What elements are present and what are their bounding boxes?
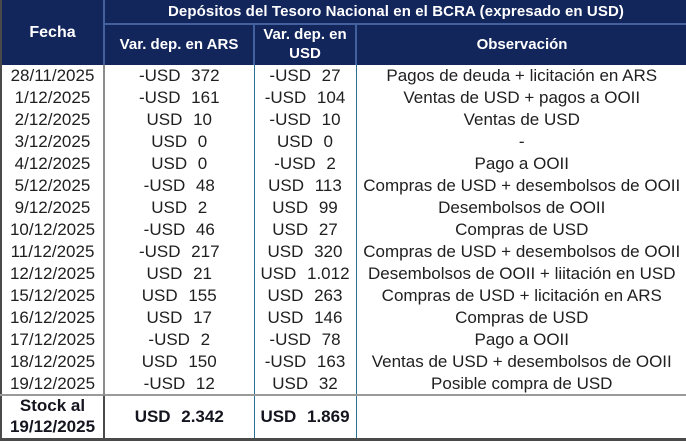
cell-fecha: 10/12/2025 — [1, 219, 105, 241]
cell-ars: USD 17 — [146, 308, 212, 327]
cell-fecha: 3/12/2025 — [1, 131, 105, 153]
cell-ars: USD 155 — [141, 286, 217, 305]
title-row: Fecha Depósitos del Tesoro Nacional en e… — [1, 0, 686, 65]
cell-ars: USD 0 — [151, 154, 208, 173]
cell-ars: -USD 46 — [143, 220, 215, 239]
table-row: 5/12/2025 -USD 48 USD 113 Compras de USD + … — [1, 175, 686, 197]
cell-usd: USD 0 — [253, 131, 356, 153]
cell-obs: Compras de USD + licitación en ARS — [355, 285, 686, 307]
cell-fecha: 16/12/2025 — [1, 307, 105, 329]
table-row: 19/12/2025 -USD 12 USD 32 Posible compra de… — [1, 373, 686, 395]
stock-usd-value: USD 1.869 — [253, 395, 356, 439]
cell-obs: Desembolsos de OOII — [355, 197, 686, 219]
cell-obs: Compras de USD + desembolsos de OOII — [355, 175, 686, 197]
stock-ars-value: USD 2.342 — [134, 406, 224, 426]
cell-ars: -USD 2 — [148, 330, 211, 349]
table-row: 16/12/2025 USD 17 USD 146 Compras de USD — [1, 307, 686, 329]
cell-ars: USD 10 — [146, 110, 212, 129]
table-row: 17/12/2025 -USD 2 -USD 78 Pago a OOII — [1, 329, 686, 351]
cell-usd: -USD 10 — [253, 109, 356, 131]
stock-label-line2: 19/12/2025 — [9, 416, 96, 436]
cell-ars: USD 2 — [151, 198, 208, 217]
cell-usd: USD 263 — [253, 285, 356, 307]
table-row: 11/12/2025 -USD 217 USD 320 Compras de USD … — [1, 241, 686, 263]
cell-fecha: 12/12/2025 — [1, 263, 105, 285]
cell-obs: Ventas de USD — [355, 109, 686, 131]
cell-ars: -USD 217 — [138, 242, 220, 261]
cell-usd: -USD 27 — [253, 65, 356, 87]
cell-ars: -USD 161 — [138, 88, 220, 107]
cell-obs: Pago a OOII — [355, 153, 686, 175]
cell-ars: -USD 372 — [138, 66, 220, 85]
cell-fecha: 15/12/2025 — [1, 285, 105, 307]
cell-fecha: 18/12/2025 — [1, 351, 105, 373]
column-header-ars: Var. dep. en ARS — [104, 24, 254, 65]
cell-usd: USD 320 — [253, 241, 356, 263]
table-row: 9/12/2025 USD 2 USD 99 Desembolsos de OOII — [1, 197, 686, 219]
table-title: Depósitos del Tesoro Nacional en el BCRA… — [104, 0, 686, 25]
subheader-row: Var. dep. en ARS Var. dep. en USD Observ… — [1, 24, 686, 65]
table-body: 28/11/2025 -USD 372 -USD 27 Pagos de deuda … — [1, 65, 686, 395]
cell-usd: USD 1.012 — [253, 263, 356, 285]
cell-obs: - — [355, 131, 686, 153]
stock-label-line1: Stock al — [19, 396, 86, 416]
cell-fecha: 28/11/2025 — [1, 65, 105, 87]
table-row: 3/12/2025 USD 0 USD 0- — [1, 131, 686, 153]
cell-usd: USD 113 — [253, 175, 356, 197]
cell-usd: USD 32 — [253, 373, 356, 395]
table-row: 15/12/2025 USD 155 USD 263 Compras de USD +… — [1, 285, 686, 307]
cell-obs: Compras de USD — [355, 219, 686, 241]
cell-fecha: 1/12/2025 — [1, 87, 105, 109]
cell-ars: -USD 48 — [143, 176, 215, 195]
column-header-usd: Var. dep. en USD — [253, 24, 356, 65]
cell-obs: Posible compra de USD — [355, 373, 686, 395]
cell-fecha: 2/12/2025 — [1, 109, 105, 131]
column-header-fecha: Fecha — [1, 0, 105, 65]
cell-obs: Pago a OOII — [355, 329, 686, 351]
cell-obs: Pagos de deuda + licitación en ARS — [355, 65, 686, 87]
cell-usd: USD 27 — [253, 219, 356, 241]
cell-obs: Compras de USD + desembolsos de OOII — [355, 241, 686, 263]
cell-obs: Ventas de USD + desembolsos de OOII — [355, 351, 686, 373]
cell-fecha: 5/12/2025 — [1, 175, 105, 197]
table-row: 4/12/2025 USD 0 -USD 2 Pago a OOII — [1, 153, 686, 175]
cell-fecha: 17/12/2025 — [1, 329, 105, 351]
cell-ars: USD 21 — [146, 264, 212, 283]
table-row: 12/12/2025 USD 21 USD 1.012 Desembolsos de … — [1, 263, 686, 285]
cell-fecha: 19/12/2025 — [1, 373, 105, 395]
table-row: 10/12/2025 -USD 46 USD 27 Compras de USD — [1, 219, 686, 241]
table-header: Fecha Depósitos del Tesoro Nacional en e… — [1, 0, 686, 65]
cell-ars: USD 150 — [141, 352, 217, 371]
column-header-observacion: Observación — [354, 24, 686, 65]
cell-usd: USD 146 — [253, 307, 356, 329]
cell-usd: USD 99 — [253, 197, 356, 219]
cell-usd: -USD 2 — [253, 153, 356, 175]
table-row: 18/12/2025 USD 150 -USD 163 Ventas de USD +… — [1, 351, 686, 373]
stock-label: Stock al 19/12/2025 — [1, 395, 105, 439]
table-row: 28/11/2025 -USD 372 -USD 27 Pagos de deuda … — [1, 65, 686, 87]
cell-obs: Ventas de USD + pagos a OOII — [355, 87, 686, 109]
cell-usd: -USD 78 — [253, 329, 356, 351]
cell-obs: Desembolsos de OOII + liitación en USD — [355, 263, 686, 285]
cell-usd: -USD 104 — [253, 87, 356, 109]
cell-usd: -USD 163 — [253, 351, 356, 373]
table-row: 1/12/2025 -USD 161 -USD 104 Ventas de USD +… — [1, 87, 686, 109]
stock-observacion — [355, 395, 686, 439]
cell-obs: Compras de USD — [355, 307, 686, 329]
cell-fecha: 4/12/2025 — [1, 153, 105, 175]
table-footer: Stock al 19/12/2025 USD 2.342 USD 1.869 — [1, 395, 686, 439]
stock-row: Stock al 19/12/2025 USD 2.342 USD 1.869 — [1, 395, 686, 439]
cell-ars: -USD 12 — [143, 373, 215, 393]
cell-fecha: 11/12/2025 — [1, 241, 105, 263]
table-row: 2/12/2025 USD 10 -USD 10 Ventas de USD — [1, 109, 686, 131]
cell-ars: USD 0 — [151, 132, 208, 151]
cell-fecha: 9/12/2025 — [1, 197, 105, 219]
